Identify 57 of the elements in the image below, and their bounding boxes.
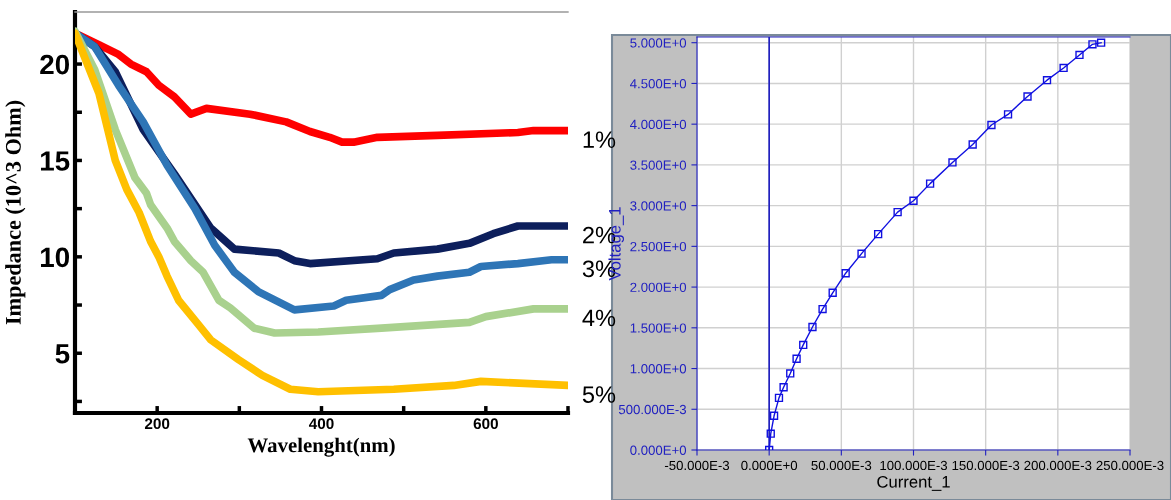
y-tick-label: 4.000E+0	[630, 119, 687, 130]
point	[1042, 76, 1052, 85]
point	[1059, 63, 1068, 73]
x-tick-label: 0.000E+0	[741, 460, 798, 471]
y-tick-label: 4.500E+0	[630, 79, 687, 89]
point	[799, 340, 808, 350]
x-tick-label: 250.000E-3	[1096, 460, 1164, 471]
y-tick-label: 10	[40, 247, 69, 268]
point	[948, 158, 957, 167]
point	[769, 411, 779, 420]
point	[873, 229, 883, 239]
x-tick-label: 600	[473, 418, 498, 430]
series-label: 4%	[582, 309, 616, 327]
x-tick-label: 200.000E-3	[1024, 460, 1092, 471]
point	[766, 429, 775, 438]
point	[818, 304, 827, 314]
y-tick-label: 5	[55, 344, 70, 364]
point	[1023, 92, 1032, 101]
y-tick-label: 3.000E+0	[630, 201, 687, 211]
point	[1088, 40, 1097, 49]
series-label: 1%	[583, 131, 616, 148]
point	[1003, 110, 1013, 119]
point	[786, 369, 795, 378]
y-tick-label: 5.000E+0	[630, 38, 687, 48]
point	[841, 269, 850, 278]
x-tick-label: 150.000E-3	[952, 460, 1020, 471]
point	[857, 249, 866, 258]
x-axis-title: Wavelenght(nm)	[247, 437, 395, 457]
y-tick-label: 15	[40, 151, 70, 171]
point	[893, 207, 902, 217]
y-tick-label: 500.000E-3	[618, 404, 687, 415]
point	[828, 288, 837, 297]
y-tick-label: 1.000E+0	[630, 364, 687, 374]
y-tick-label: 2.500E+0	[630, 241, 687, 252]
point	[774, 393, 784, 403]
point	[792, 354, 801, 363]
point	[779, 383, 788, 392]
point	[808, 322, 817, 332]
y-tick-label: 20	[40, 54, 69, 75]
point	[925, 179, 935, 188]
point	[987, 120, 996, 130]
y-tick-label: 2.000E+0	[630, 282, 687, 292]
x-tick-label: 400	[308, 418, 334, 430]
point	[1075, 50, 1084, 60]
y-tick-label: 1.500E+0	[630, 323, 687, 333]
point	[968, 140, 977, 149]
point	[909, 196, 918, 205]
point	[1096, 38, 1106, 47]
x-tick-label: 100.000E-3	[880, 460, 948, 471]
x-tick-label: -50.000E-3	[664, 460, 730, 471]
x-axis-title: Current_1	[877, 475, 950, 491]
y-tick-label: 0.000E+0	[630, 445, 687, 455]
x-tick-label: 200	[144, 418, 170, 430]
y-axis-title: Impedance (10^3 Ohm)	[5, 100, 26, 325]
x-tick-label: 50.000E-3	[811, 460, 872, 471]
series-label: 5%	[582, 386, 616, 403]
y-tick-label: 3.500E+0	[630, 160, 687, 170]
